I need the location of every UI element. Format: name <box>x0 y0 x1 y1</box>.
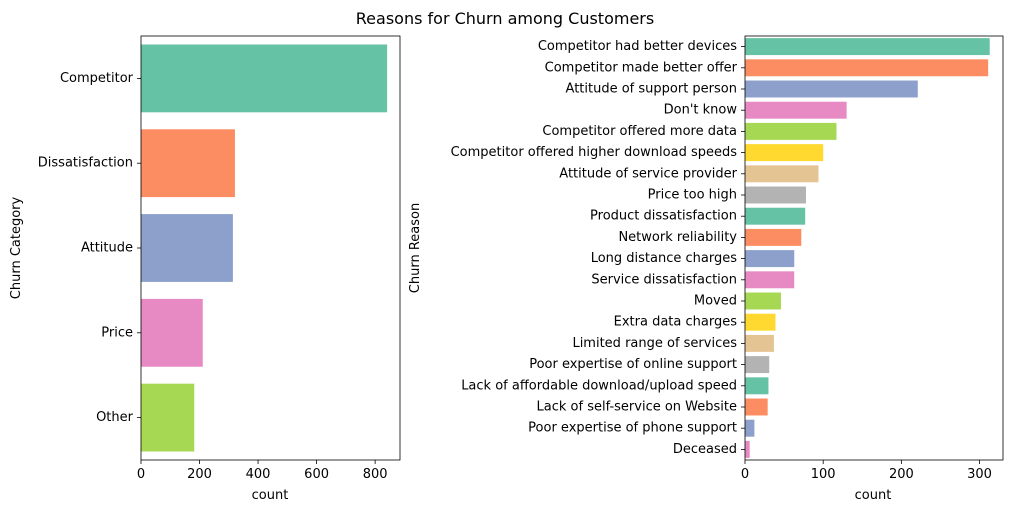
chart-1-category-label-6: Attitude of service provider <box>559 166 737 181</box>
chart-1-category-label-8: Product dissatisfaction <box>590 209 737 224</box>
churn-reason-chart: count Churn Reason Competitor had better… <box>408 35 1004 503</box>
chart-1-category-label-13: Extra data charges <box>614 315 738 330</box>
chart-1-bar-19 <box>745 440 750 458</box>
chart-0-xtick-label-3: 600 <box>304 467 329 482</box>
chart-1-bar-8 <box>745 207 806 225</box>
chart-0-xtick-label-2: 400 <box>246 467 271 482</box>
chart-1-xtick-label-0: 0 <box>741 467 749 482</box>
chart-1-ylabel: Churn Reason <box>408 203 423 293</box>
chart-1-category-label-5: Competitor offered higher download speed… <box>451 145 738 160</box>
chart-0-bar-1 <box>141 129 235 198</box>
chart-1-bar-9 <box>745 228 802 246</box>
chart-1-category-label-10: Long distance charges <box>591 251 738 266</box>
chart-1-category-label-18: Poor expertise of phone support <box>528 421 737 436</box>
chart-1-bar-7 <box>745 186 806 204</box>
chart-0-xtick-label-4: 800 <box>363 467 388 482</box>
chart-1-category-label-15: Poor expertise of online support <box>529 357 737 372</box>
chart-1-frame <box>744 35 1004 461</box>
churn-category-chart: count Churn Category Competitor Dissatisf… <box>9 35 401 503</box>
chart-1-bar-4 <box>745 122 837 140</box>
chart-1-bar-1 <box>745 59 989 77</box>
chart-0-ylabel: Churn Category <box>9 196 24 299</box>
chart-0-xlabel: count <box>252 488 289 503</box>
chart-1-bar-17 <box>745 398 768 416</box>
chart-0-category-label-1: Dissatisfaction <box>38 156 133 171</box>
chart-1-bar-2 <box>745 80 918 98</box>
chart-0-bar-4 <box>141 383 195 452</box>
chart-1-xtick-label-1: 100 <box>811 467 836 482</box>
chart-0-category-label-2: Attitude <box>81 241 133 256</box>
chart-0-bar-3 <box>141 298 203 367</box>
chart-1-category-label-7: Price too high <box>648 188 737 203</box>
chart-1-category-label-12: Moved <box>694 294 737 309</box>
chart-1-category-label-9: Network reliability <box>618 230 737 245</box>
chart-0-xtick-label-0: 0 <box>137 467 145 482</box>
chart-1-category-label-19: Deceased <box>673 442 737 457</box>
chart-1-bar-13 <box>745 313 776 331</box>
chart-1-category-label-4: Competitor offered more data <box>542 124 737 139</box>
chart-1-bar-3 <box>745 101 847 119</box>
chart-1-xlabel: count <box>855 488 892 503</box>
chart-0-xtick-label-1: 200 <box>187 467 212 482</box>
chart-1-category-label-14: Limited range of services <box>572 336 737 351</box>
figure-title: Reasons for Churn among Customers <box>356 9 654 28</box>
chart-1-category-label-3: Don't know <box>664 103 738 118</box>
chart-1-bar-10 <box>745 250 795 268</box>
chart-0-category-label-4: Other <box>96 410 134 425</box>
chart-1-bar-11 <box>745 271 795 289</box>
chart-0-bar-0 <box>141 44 388 113</box>
chart-1-bar-6 <box>745 165 819 183</box>
chart-1-category-label-2: Attitude of support person <box>566 82 737 97</box>
chart-1-category-label-17: Lack of self-service on Website <box>537 400 737 415</box>
chart-1-category-label-1: Competitor made better offer <box>545 60 738 75</box>
chart-0-bar-2 <box>141 214 233 282</box>
chart-0-category-label-3: Price <box>101 325 133 340</box>
chart-1-bar-14 <box>745 334 774 352</box>
chart-1-category-label-16: Lack of affordable download/upload speed <box>461 378 737 393</box>
chart-1-bar-18 <box>745 419 755 437</box>
chart-1-bar-5 <box>745 144 824 162</box>
chart-1-bar-16 <box>745 377 769 395</box>
chart-1-bar-12 <box>745 292 781 310</box>
chart-0-category-label-0: Competitor <box>60 71 134 86</box>
chart-1-bar-15 <box>745 356 770 374</box>
chart-1-category-label-0: Competitor had better devices <box>538 39 737 54</box>
chart-1-bar-0 <box>745 38 990 56</box>
chart-1-category-label-11: Service dissatisfaction <box>591 272 737 287</box>
chart-1-xtick-label-3: 300 <box>967 467 992 482</box>
chart-1-xtick-label-2: 200 <box>889 467 914 482</box>
